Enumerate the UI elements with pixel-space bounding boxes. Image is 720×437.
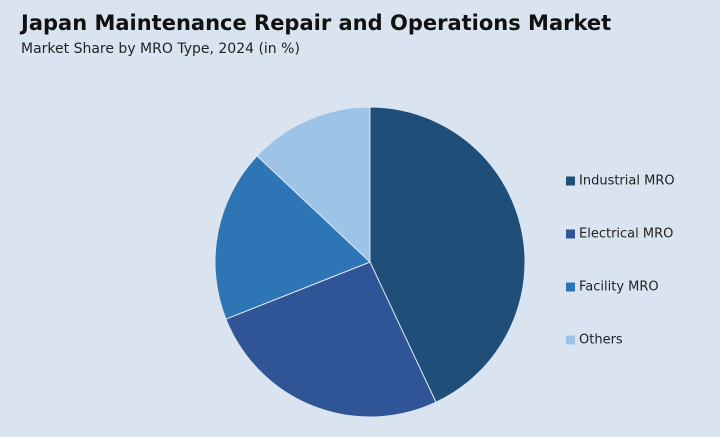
pie-slice — [225, 261, 437, 418]
pie-slice — [214, 155, 371, 320]
chart-subtitle: Market Share by MRO Type, 2024 (in %) — [21, 41, 300, 57]
pie-slice — [369, 106, 526, 403]
legend-label: Electrical MRO — [579, 227, 673, 242]
chart-title: Japan Maintenance Repair and Operations … — [19, 11, 611, 35]
legend-swatch — [566, 282, 575, 292]
legend-label: Others — [579, 333, 623, 348]
legend-swatch — [566, 229, 575, 239]
pie-slice — [256, 106, 371, 264]
legend-swatch — [566, 335, 575, 345]
legend-label: Facility MRO — [579, 280, 659, 295]
legend-swatch — [566, 176, 575, 186]
legend-label: Industrial MRO — [579, 174, 675, 189]
